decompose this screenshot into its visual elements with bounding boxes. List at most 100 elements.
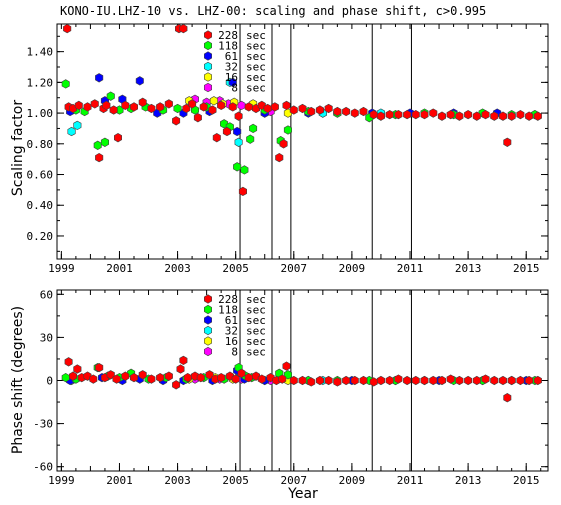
legend-marker [204, 61, 212, 72]
legend-marker [204, 51, 212, 61]
legend-label: 228 [218, 29, 238, 42]
legend-label: 16 [225, 71, 238, 84]
y-tick-label: 60 [40, 288, 53, 301]
plot-frame [56, 23, 549, 260]
legend-label: 118 [218, 40, 238, 53]
data-point-228-sec [385, 109, 394, 120]
data-point-228-sec [498, 111, 508, 121]
legend-marker [204, 294, 212, 304]
data-point-228-sec [176, 364, 185, 374]
legend-unit: sec [246, 304, 266, 317]
x-tick-label: 2001 [106, 262, 133, 275]
legend-marker [204, 82, 212, 93]
legend-marker [204, 40, 212, 51]
data-point-228-sec [121, 100, 130, 111]
data-point-32-sec [234, 137, 243, 147]
data-point-228-sec [138, 370, 147, 380]
data-point-228-sec [282, 100, 291, 111]
x-tick-label: 2013 [455, 262, 482, 275]
data-point-228-sec [376, 375, 386, 386]
data-point-228-sec [376, 111, 386, 121]
x-tick-label: 2011 [397, 474, 424, 487]
x-tick-label: 2005 [222, 262, 249, 275]
y-tick-label: 0.60 [27, 169, 54, 182]
data-point-228-sec [429, 108, 438, 118]
x-tick-label: 2015 [513, 474, 540, 487]
x-tick-label: 2009 [339, 474, 366, 487]
data-point-118-sec [233, 162, 242, 172]
data-point-228-sec [138, 97, 147, 107]
data-point-228-sec [263, 103, 272, 114]
data-point-228-sec [525, 111, 534, 121]
data-point-228-sec [193, 113, 202, 123]
data-point-228-sec [208, 105, 217, 115]
y-axis-label: Scaling factor [10, 100, 26, 196]
legend-unit: sec [246, 50, 266, 63]
data-point-228-sec [130, 372, 138, 383]
data-point-228-sec [403, 375, 412, 386]
data-point-228-sec [298, 103, 307, 114]
data-point-228-sec [69, 371, 77, 381]
legend-marker [204, 304, 212, 315]
data-point-228-sec [74, 100, 83, 111]
data-point-118-sec [283, 125, 293, 135]
data-point-228-sec [112, 374, 121, 384]
phase-shift-panel: Phase shift (degrees) Year 1999 2001 2003 2… [10, 288, 549, 502]
legend-unit: sec [246, 40, 266, 53]
data-point-228-sec [199, 102, 208, 112]
data-point-228-sec [369, 377, 378, 387]
legend-unit: sec [246, 314, 266, 327]
data-point-228-sec [121, 371, 130, 381]
data-point-32-sec [73, 120, 82, 131]
legend-label: 61 [225, 314, 238, 327]
data-point-228-sec [324, 103, 333, 114]
y-tick-label: 0.20 [27, 230, 54, 243]
data-point-118-sec [173, 103, 182, 114]
y-tick-label: 0.80 [27, 138, 54, 151]
data-point-228-sec [147, 103, 156, 114]
data-point-228-sec [350, 108, 359, 118]
data-point-228-sec [244, 372, 253, 383]
legend-marker [204, 346, 212, 357]
y-tick-label: 0.40 [27, 199, 54, 212]
data-point-228-sec [172, 380, 181, 390]
data-point-228-sec [498, 375, 508, 386]
data-point-16-sec [209, 96, 218, 106]
y-tick-label: 1.40 [27, 46, 54, 59]
data-point-228-sec [270, 102, 279, 112]
data-point-228-sec [130, 102, 138, 112]
legend-label: 118 [218, 304, 238, 317]
data-point-118-sec [61, 79, 70, 89]
data-point-228-sec [472, 375, 481, 386]
data-point-228-sec [507, 375, 516, 386]
data-point-228-sec [196, 372, 205, 383]
data-point-228-sec [315, 105, 325, 115]
data-point-228-sec [289, 105, 298, 115]
legend-marker [204, 315, 212, 325]
data-point-228-sec [333, 106, 342, 117]
data-point-228-sec [507, 111, 516, 121]
data-point-228-sec [420, 375, 429, 386]
data-point-228-sec [156, 102, 165, 112]
data-point-228-sec [114, 133, 122, 143]
data-point-228-sec [394, 109, 403, 120]
data-point-228-sec [333, 377, 342, 387]
data-point-228-sec [420, 109, 429, 120]
data-point-228-sec [446, 374, 455, 384]
y-tick-label: -60 [33, 461, 53, 474]
data-point-228-sec [516, 109, 525, 120]
data-point-61-sec [135, 76, 144, 86]
chart-title: KONO-IU.LHZ-10 vs. LHZ-00: scaling and p… [60, 4, 486, 18]
data-point-228-sec [179, 23, 188, 34]
y-tick-label: 0 [46, 375, 53, 388]
data-point-228-sec [472, 111, 481, 121]
data-point-228-sec [217, 372, 226, 383]
data-point-228-sec [147, 374, 156, 384]
x-tick-label: 2003 [164, 474, 191, 487]
data-point-228-sec [64, 357, 73, 367]
data-point-228-sec [533, 111, 542, 121]
data-point-32-sec [67, 126, 76, 137]
legend-marker [204, 325, 212, 336]
data-point-228-sec [516, 375, 525, 386]
data-point-118-sec [93, 140, 102, 150]
